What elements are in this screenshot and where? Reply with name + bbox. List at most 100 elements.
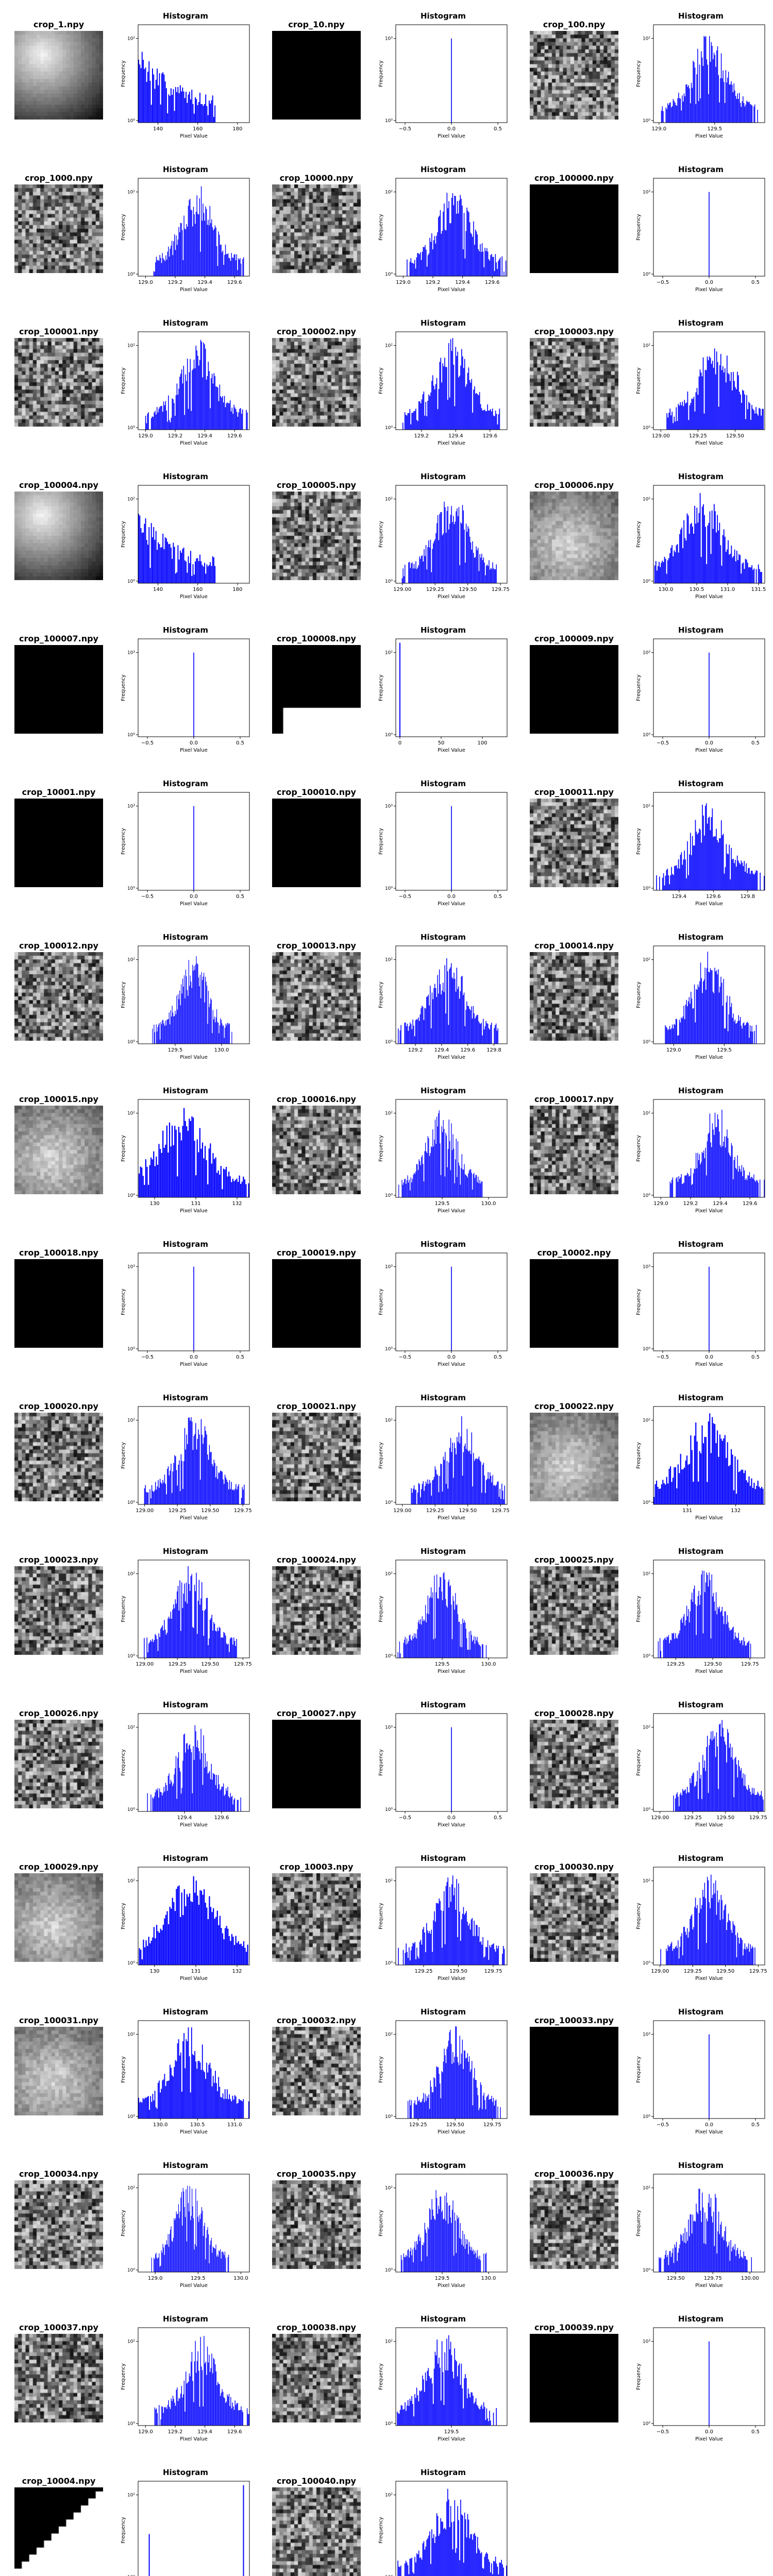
histogram-bar [426,249,427,276]
histogram-bar [694,1435,695,1504]
histogram-bar [182,1760,183,1811]
histogram-bar [456,2361,457,2426]
crop-filename: crop_1000.npy [25,173,93,183]
histogram-bar [695,1022,696,1044]
histogram-bar [749,868,750,890]
histogram-bar [194,2361,195,2426]
histogram-bars [411,1416,505,1504]
histogram-bar [421,2390,422,2426]
histogram-bar [679,405,680,430]
axes-frame [653,1713,765,1812]
histogram-bar [198,2222,199,2272]
histogram-bar [214,1463,215,1504]
histogram-bar [720,976,721,1044]
histogram-bar [433,1146,434,1197]
histogram-bar [419,1014,421,1044]
histogram-bar [698,1590,699,1658]
histogram-bar [166,2240,167,2272]
x-axis-label: Pixel Value [438,1822,465,1828]
histogram-title: Histogram [421,1854,466,1863]
histogram-bar [184,1428,186,1504]
histogram-bar [194,2050,195,2119]
histogram-bar [172,2075,173,2119]
crop-filename: crop_100039.npy [534,2323,614,2332]
histogram-bar [714,1736,715,1811]
histogram-bar [210,408,211,430]
axes-frame [138,1867,250,1965]
histogram-bar [201,1142,204,1197]
histogram-bar [166,1020,167,1044]
histogram-bar [439,2209,440,2272]
histogram-bar [437,975,438,1044]
histogram-bar [167,251,168,276]
histogram-bar [683,859,684,890]
histogram-bar [418,2401,419,2426]
histogram-bar [693,397,695,430]
histogram-bar [235,1936,237,1965]
histogram-bar [210,223,211,276]
histogram-bar [412,1019,413,1044]
histogram-bar [206,1907,208,1965]
histogram-bar [468,1006,469,1044]
histogram-bar [169,1906,171,1965]
histogram-bar [699,1154,700,1197]
histogram-bar [189,1893,191,1965]
histogram-bar [482,2568,483,2576]
histogram-bar [446,1882,448,1965]
histogram-bar [492,2102,493,2119]
histogram-bar [707,1736,708,1811]
histogram-bar [202,377,203,430]
histogram-bar [712,2222,713,2272]
panel-cell: crop_100003.npy Histogram 129.00 129.25 129.… [515,307,773,461]
histogram-bar [424,415,426,430]
histogram-title: Histogram [421,933,466,942]
histogram-bar [167,1153,169,1197]
histogram-bar [453,364,455,430]
histogram-bar [467,1177,468,1197]
histogram-bar [700,962,701,1044]
histogram-bar [238,1484,239,1504]
x-tick-label: 0.5 [494,126,502,132]
histogram-bar [451,351,452,430]
histogram-bar [464,359,465,430]
histogram-bar [726,355,728,430]
histogram-bar [670,875,671,890]
histogram-bar [173,1783,174,1811]
histogram-bar [405,2402,406,2426]
histogram-bar [207,2227,208,2272]
histogram-bar [187,572,188,583]
histogram-bar [238,258,239,276]
histogram-bar [422,555,423,583]
histogram-bar [449,1887,450,1965]
histogram-bar [225,244,226,276]
x-tick-label: 129.5 [191,2276,206,2281]
x-axis-label: Pixel Value [438,1669,465,1674]
histogram-bar [426,266,428,276]
crop-image [14,645,103,734]
histogram-bar [446,1605,447,1658]
histogram-bar [477,2406,479,2426]
histogram-bar [654,565,656,583]
histogram-bar [476,1924,477,1965]
histogram-bar [155,1938,156,1965]
histogram-bar [447,506,448,583]
histogram-bar [404,1639,405,1658]
histogram-bar [186,1743,187,1811]
histogram-bar [685,1460,686,1504]
histogram-bar [458,213,459,276]
histogram-bar [436,997,438,1044]
histogram-bar [174,234,175,276]
histogram-bar [493,2412,494,2426]
histogram-bar [165,1914,167,1965]
histogram-bar [686,1605,687,1658]
histogram-bar [752,570,754,583]
histogram-bar [244,1179,246,1197]
histogram-bar [705,1582,707,1658]
histogram-bar [694,1168,695,1197]
histogram-bar [747,563,748,583]
histogram-bar [498,1945,499,1965]
histogram-bar [493,257,494,276]
histogram-bar [474,1461,475,1504]
histogram-bar [744,861,745,890]
